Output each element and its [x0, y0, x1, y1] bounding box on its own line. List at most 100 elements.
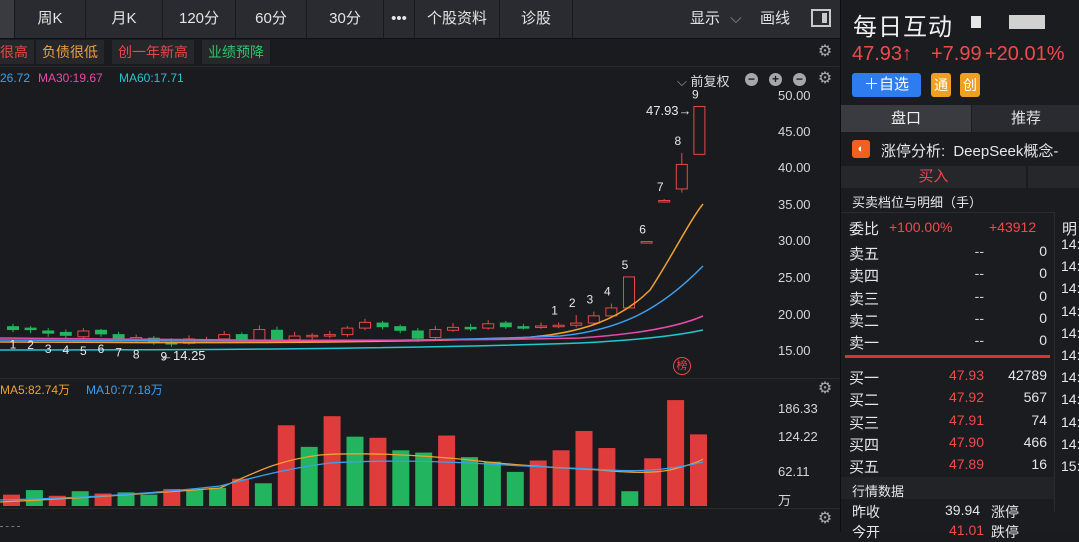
gear-icon[interactable]: ⚙ [817, 380, 833, 397]
candle[interactable] [587, 315, 600, 324]
adjust-dropdown[interactable]: ⌵ 前复权 [677, 71, 730, 90]
candle[interactable] [429, 329, 442, 338]
candle[interactable] [253, 329, 266, 341]
sell-tab[interactable] [1028, 166, 1079, 188]
candle[interactable] [658, 199, 671, 203]
ask-level-row[interactable]: 卖五 -- 0 [849, 240, 1079, 263]
ask-level-row[interactable]: 卖二 -- 0 [849, 307, 1079, 330]
tab-recommend[interactable]: 推荐 [972, 105, 1079, 132]
connect-badge[interactable]: 通 [931, 73, 951, 97]
volume-bar[interactable] [209, 487, 227, 506]
bid-level-row[interactable]: 买五 47.89 16 [849, 453, 1079, 476]
volume-bar[interactable] [254, 483, 272, 506]
candle[interactable] [605, 307, 618, 317]
ask-level-row[interactable]: 卖三 -- 0 [849, 285, 1079, 308]
volume-bar[interactable] [186, 490, 204, 506]
candle[interactable] [535, 325, 547, 328]
volume-bar[interactable] [483, 461, 501, 506]
candle[interactable] [376, 322, 389, 328]
volume-bar[interactable] [644, 458, 662, 506]
volume-bar[interactable] [438, 435, 456, 506]
candle[interactable] [218, 334, 231, 340]
minus-icon[interactable]: − [745, 73, 758, 86]
candle[interactable] [693, 106, 706, 155]
tag-low-debt[interactable]: 负债很低 [36, 40, 104, 64]
add-watchlist-button[interactable]: ＋自选 [852, 73, 921, 97]
ask-level-row[interactable]: 卖一 -- 0 [849, 329, 1079, 352]
candle[interactable] [271, 329, 283, 341]
volume-bar[interactable] [48, 495, 66, 506]
tab-120min[interactable]: 120分 [163, 0, 236, 38]
panel-toggle-icon[interactable] [811, 9, 831, 27]
tab-week-k[interactable]: 周K [15, 0, 86, 38]
candle[interactable] [59, 331, 72, 336]
candle[interactable] [499, 322, 512, 328]
candle[interactable] [42, 330, 55, 334]
candle[interactable] [570, 322, 583, 326]
volume-bar[interactable] [117, 492, 135, 506]
bid-level-row[interactable]: 买二 47.92 567 [849, 386, 1079, 409]
volume-bar[interactable] [323, 416, 341, 506]
gear-icon[interactable]: ⚙ [817, 510, 833, 527]
more-icon[interactable]: ••• [384, 0, 415, 38]
candle[interactable] [77, 330, 90, 338]
candle[interactable] [394, 326, 407, 331]
candle[interactable] [517, 326, 530, 329]
draw-line-button[interactable]: 画线 [760, 10, 791, 27]
limit-up-analysis[interactable]: 涨停分析: DeepSeek概念- [881, 140, 1058, 161]
gear-icon[interactable]: ⚙ [817, 70, 833, 87]
tab-month-k[interactable]: 月K [86, 0, 163, 38]
candle[interactable] [411, 330, 424, 339]
candle[interactable] [675, 163, 688, 190]
volume-bar[interactable] [552, 450, 570, 506]
volume-bar[interactable] [25, 490, 43, 506]
candle[interactable] [95, 329, 107, 335]
volume-bar[interactable] [506, 471, 524, 506]
volume-bar[interactable] [232, 478, 249, 506]
ranking-badge-icon[interactable]: 榜 [673, 357, 691, 375]
zoom-out-icon[interactable]: − [793, 73, 806, 86]
candle[interactable] [24, 327, 37, 331]
candle[interactable] [623, 276, 635, 309]
volume-bar[interactable] [277, 425, 295, 506]
tab-stock-profile[interactable]: 个股资料 [415, 0, 500, 38]
volume-bar[interactable] [346, 436, 364, 506]
bid-level-row[interactable]: 买一 47.93 42789 [849, 364, 1079, 387]
volume-bar[interactable] [461, 457, 478, 506]
ask-level-row[interactable]: 卖四 -- 0 [849, 262, 1079, 285]
candle[interactable] [7, 326, 19, 331]
buy-tab[interactable]: 买入 [841, 166, 1026, 188]
candle[interactable] [288, 335, 301, 341]
tab-60min[interactable]: 60分 [236, 0, 307, 38]
bid-level-row[interactable]: 买三 47.91 74 [849, 409, 1079, 432]
volume-bar[interactable] [415, 452, 433, 506]
candle[interactable] [482, 323, 495, 329]
candle[interactable] [323, 334, 336, 337]
tab-diagnose[interactable]: 诊股 [500, 0, 573, 38]
volume-bar[interactable] [369, 437, 387, 506]
candle[interactable] [112, 334, 125, 339]
candle[interactable] [341, 327, 354, 336]
plus-icon[interactable]: + [769, 73, 782, 86]
volume-bar[interactable] [621, 491, 639, 506]
volume-bar[interactable] [529, 460, 547, 506]
tab-30min[interactable]: 30分 [307, 0, 384, 38]
candle[interactable] [552, 324, 565, 328]
volume-bar[interactable] [392, 450, 410, 506]
tag-high[interactable]: 很高 [0, 40, 34, 64]
volume-bar[interactable] [140, 494, 158, 506]
gear-icon[interactable]: ⚙ [817, 43, 833, 60]
volume-bar[interactable] [667, 400, 685, 506]
volume-bar[interactable] [71, 491, 89, 506]
display-dropdown[interactable]: 显示 ⌵ [690, 0, 742, 38]
candle[interactable] [359, 321, 371, 329]
volume-bar[interactable] [598, 448, 616, 506]
indicator-tab[interactable] [0, 512, 20, 527]
tab-orderbook[interactable]: 盘口 [841, 105, 971, 132]
volume-bar[interactable] [163, 488, 181, 506]
volume-chart[interactable] [0, 396, 775, 508]
candle[interactable] [464, 326, 477, 330]
candle[interactable] [306, 334, 319, 338]
bid-level-row[interactable]: 买四 47.90 466 [849, 431, 1079, 454]
